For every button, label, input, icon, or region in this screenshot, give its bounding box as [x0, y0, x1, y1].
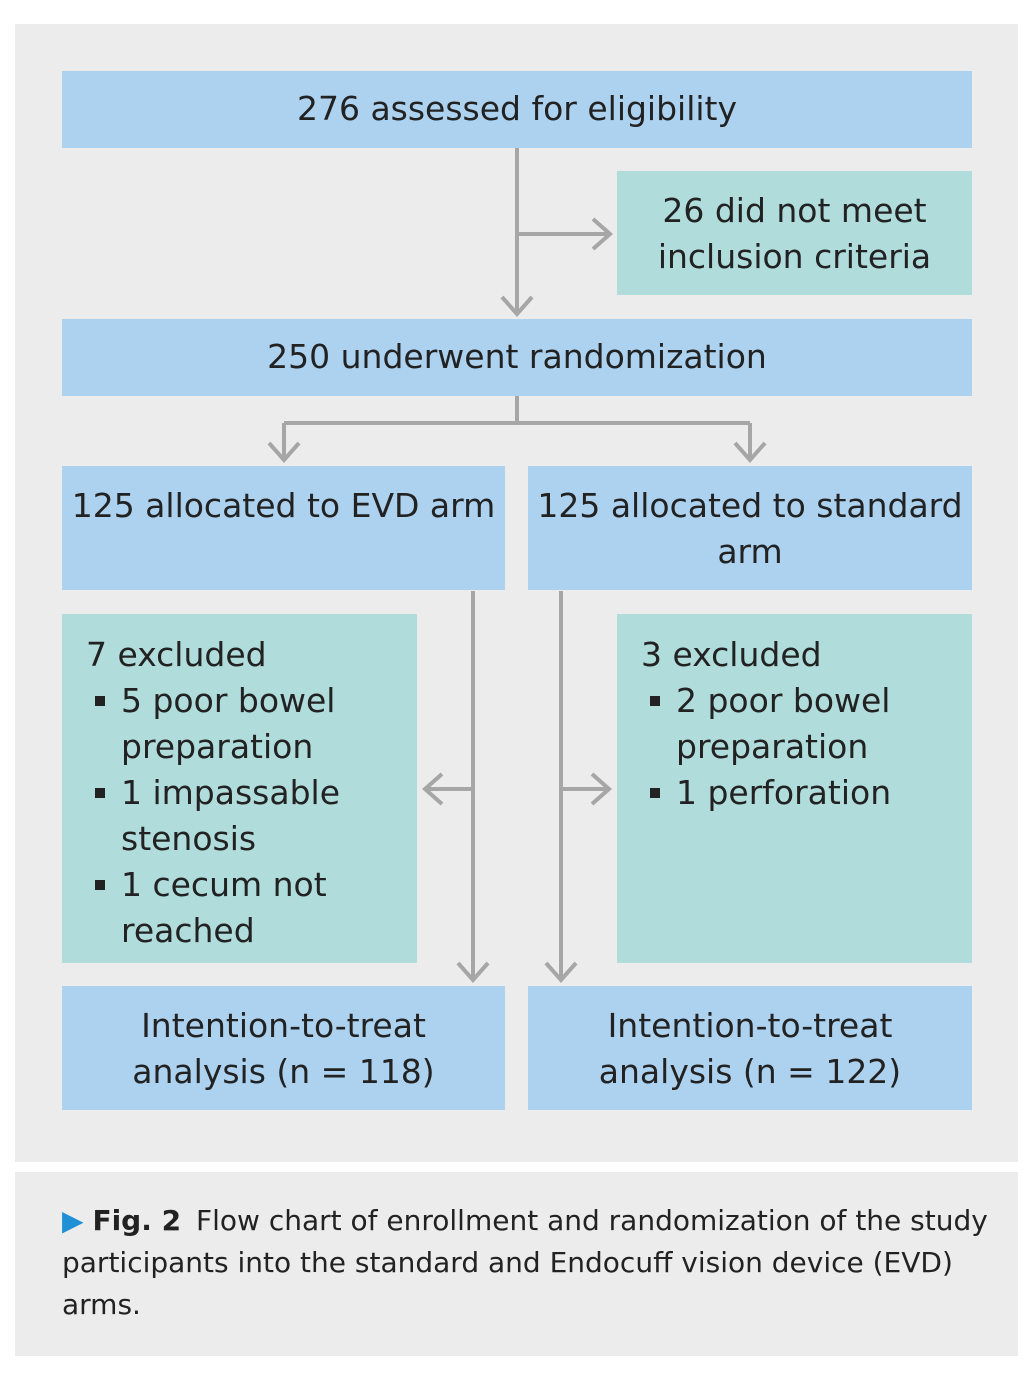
standard-excluded-title: 3 excluded — [641, 635, 822, 674]
not-met-text-line: inclusion criteria — [657, 237, 932, 276]
evd-arm-text: 125 allocated to EVD arm — [71, 486, 496, 525]
caption-panel — [15, 1172, 1018, 1356]
standard-itt-text-line: Intention-to-treat — [607, 1006, 893, 1045]
list-item: 1 perforation — [641, 770, 972, 816]
list-item-line: 1 cecum not — [121, 865, 327, 904]
list-item-line: preparation — [121, 727, 314, 766]
standard-excluded-list: 2 poor bowel preparation 1 perforation — [641, 678, 972, 816]
standard-excluded-box: 3 excluded 2 poor bowel preparation 1 pe… — [617, 614, 972, 963]
list-item-line: 1 impassable — [121, 773, 340, 812]
arrow-to-standard-excluded — [590, 772, 613, 806]
arrow-to-not-met — [591, 217, 614, 251]
list-item: 1 impassable stenosis — [86, 770, 417, 862]
list-item: 1 cecum not reached — [86, 862, 417, 954]
list-item: 5 poor bowel preparation — [86, 678, 417, 770]
arrow-to-standard-itt — [544, 961, 578, 984]
list-item-line: 2 poor bowel — [676, 681, 891, 720]
assessed-text: 276 assessed for eligibility — [296, 89, 738, 128]
randomized-box: 250 underwent randomization — [62, 319, 972, 396]
evd-itt-text-line: Intention-to-treat — [141, 1006, 426, 1045]
standard-arm-text-line: 125 allocated to standard — [537, 486, 963, 525]
not-met-text-line: 26 did not meet — [662, 191, 927, 230]
evd-excluded-list: 5 poor bowel preparation 1 impassable st… — [86, 678, 417, 954]
list-item-line: stenosis — [121, 819, 257, 858]
list-item-line: reached — [121, 911, 255, 950]
list-item-line: preparation — [676, 727, 869, 766]
randomized-text: 250 underwent randomization — [267, 337, 767, 376]
arrow-to-evd-itt — [456, 961, 490, 984]
standard-arm-text-line: arm — [717, 532, 783, 571]
assessed-box: 276 assessed for eligibility — [62, 71, 972, 148]
list-item-line: 5 poor bowel — [121, 681, 336, 720]
list-item: 2 poor bowel preparation — [641, 678, 972, 770]
arrow-to-standard-arm — [733, 441, 767, 464]
standard-itt-box: Intention-to-treat analysis (n = 122) — [528, 986, 972, 1110]
evd-excluded-box: 7 excluded 5 poor bowel preparation 1 im… — [62, 614, 417, 963]
caption-marker-icon: ▶ — [62, 1204, 84, 1237]
evd-arm-box: 125 allocated to EVD arm — [62, 466, 505, 590]
standard-itt-text-line: analysis (n = 122) — [598, 1052, 902, 1091]
figure-caption: ▶ Fig. 2 Flow chart of enrollment and ra… — [62, 1200, 1002, 1326]
caption-label: Fig. 2 — [92, 1204, 182, 1237]
evd-itt-box: Intention-to-treat analysis (n = 118) — [62, 986, 505, 1110]
evd-itt-text-line: analysis (n = 118) — [132, 1052, 435, 1091]
caption-text: Flow chart of enrollment and randomizati… — [62, 1204, 988, 1321]
list-item-line: 1 perforation — [676, 773, 892, 812]
standard-arm-box: 125 allocated to standard arm — [528, 466, 972, 590]
evd-excluded-title: 7 excluded — [86, 635, 267, 674]
arrow-to-evd-excluded — [421, 772, 444, 806]
not-met-box: 26 did not meet inclusion criteria — [617, 171, 972, 295]
arrow-to-evd-arm — [267, 441, 301, 464]
arrow-to-randomized — [500, 295, 534, 318]
